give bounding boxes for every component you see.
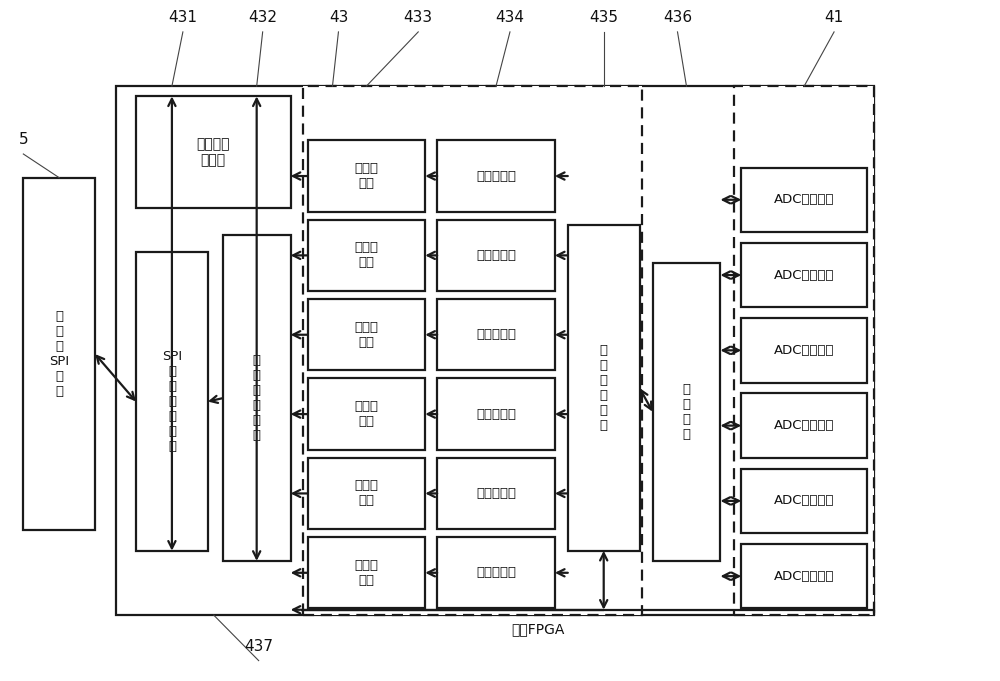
- Text: 多
通
道
SPI
总
线: 多 通 道 SPI 总 线: [49, 310, 69, 398]
- Text: 第三存
储器: 第三存 储器: [354, 162, 378, 190]
- Text: 437: 437: [244, 639, 273, 654]
- Bar: [734, 86, 874, 615]
- Bar: [741, 168, 867, 232]
- Text: ADC采集通道: ADC采集通道: [774, 268, 834, 281]
- Text: 5: 5: [19, 132, 28, 147]
- Text: ADC采集通道: ADC采集通道: [774, 344, 834, 357]
- Bar: [303, 86, 642, 615]
- Bar: [308, 379, 425, 449]
- Text: 有限状态机: 有限状态机: [476, 249, 516, 262]
- Bar: [437, 299, 555, 370]
- Bar: [437, 458, 555, 529]
- Text: 有限状态机: 有限状态机: [476, 567, 516, 580]
- Bar: [116, 86, 874, 615]
- Text: 433: 433: [404, 10, 433, 25]
- Text: 第三存
储器: 第三存 储器: [354, 400, 378, 428]
- Bar: [437, 537, 555, 608]
- Text: ADC采集通道: ADC采集通道: [774, 193, 834, 206]
- Text: 有限状态机: 有限状态机: [476, 170, 516, 183]
- Text: 寄
存
器
组: 寄 存 器 组: [682, 383, 690, 441]
- Text: 43: 43: [329, 10, 348, 25]
- Text: 431: 431: [168, 10, 197, 25]
- Bar: [437, 379, 555, 449]
- Text: 数
据
分
配
模
块: 数 据 分 配 模 块: [600, 344, 608, 432]
- Bar: [308, 458, 425, 529]
- Text: 第三存
储器: 第三存 储器: [354, 559, 378, 587]
- Bar: [136, 253, 208, 551]
- Text: 435: 435: [589, 10, 618, 25]
- Text: 第一FPGA: 第一FPGA: [511, 622, 565, 636]
- Text: 有限状态机: 有限状态机: [476, 328, 516, 341]
- Bar: [653, 262, 720, 561]
- Text: 434: 434: [495, 10, 524, 25]
- Text: 41: 41: [824, 10, 844, 25]
- Bar: [437, 220, 555, 291]
- Text: 有限状态机: 有限状态机: [476, 487, 516, 500]
- Bar: [308, 220, 425, 291]
- Text: SPI
通
信
逻
辑
模
块: SPI 通 信 逻 辑 模 块: [162, 350, 182, 453]
- Bar: [223, 236, 291, 561]
- Bar: [23, 178, 95, 530]
- Bar: [741, 243, 867, 307]
- Bar: [308, 537, 425, 608]
- Text: 时序逻辑
控制器: 时序逻辑 控制器: [197, 137, 230, 168]
- Bar: [437, 140, 555, 212]
- Text: 有限状态机: 有限状态机: [476, 408, 516, 421]
- Text: 第三存
储器: 第三存 储器: [354, 479, 378, 507]
- Bar: [308, 140, 425, 212]
- Bar: [741, 318, 867, 383]
- Bar: [741, 544, 867, 608]
- Bar: [741, 469, 867, 533]
- Text: ADC采集通道: ADC采集通道: [774, 419, 834, 432]
- Text: 436: 436: [663, 10, 692, 25]
- Bar: [308, 299, 425, 370]
- Text: 第三存
储器: 第三存 储器: [354, 241, 378, 270]
- Text: ADC采集通道: ADC采集通道: [774, 494, 834, 507]
- Text: 432: 432: [248, 10, 277, 25]
- Text: 数
据
整
合
模
块: 数 据 整 合 模 块: [253, 354, 261, 442]
- Bar: [568, 225, 640, 551]
- Text: ADC采集通道: ADC采集通道: [774, 570, 834, 583]
- Bar: [136, 96, 291, 208]
- Text: 第三存
储器: 第三存 储器: [354, 321, 378, 349]
- Bar: [741, 394, 867, 458]
